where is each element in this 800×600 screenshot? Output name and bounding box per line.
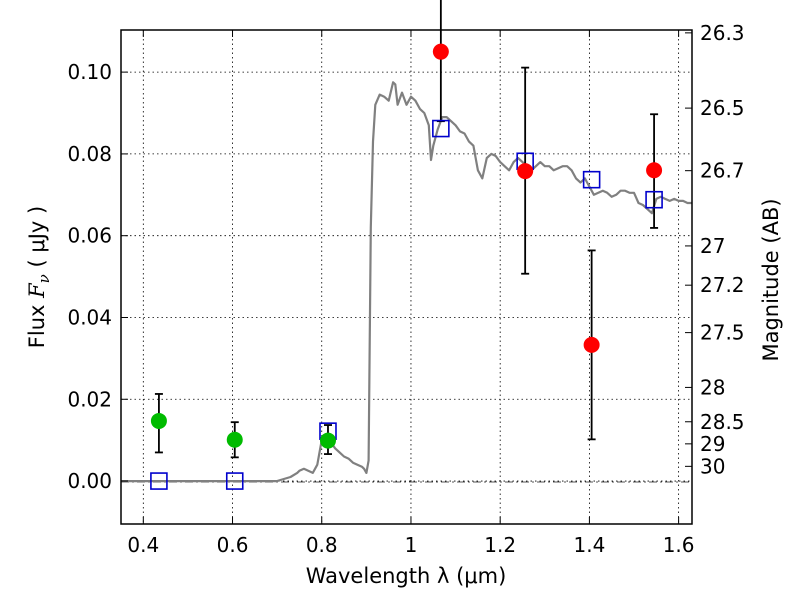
y2-tick-label: 29: [700, 432, 725, 456]
y-tick-label: 0.04: [67, 305, 112, 329]
y-tick-label: 0.08: [67, 142, 112, 166]
model-photometry-square: [225, 472, 244, 490]
y-tick-label: 0.06: [67, 224, 112, 248]
spectrum-line: [121, 81, 692, 483]
axis-ticks: 0.4 0.6 0.8 1 1.2 1.4 1.6 0.00 0.02 0.04 0.06 0.08 0…: [67, 21, 744, 557]
y-axis-label-unit: ( μJy ): [25, 206, 49, 274]
model-photometry-layer: [150, 119, 663, 490]
y2-tick-label: 30: [700, 454, 725, 478]
errorbar-layer: [154, 0, 659, 459]
y2-tick-label: 26.5: [700, 96, 745, 120]
y-tick-label: 0.00: [67, 469, 112, 493]
observed-point: [432, 43, 449, 60]
x-tick-label: 1: [405, 533, 418, 557]
y2-tick-label: 28.5: [700, 410, 745, 434]
observed-point: [150, 412, 167, 429]
y-tick-label: 0.02: [67, 387, 112, 411]
x-tick-label: 1.4: [573, 533, 605, 557]
observed-points-layer: [150, 43, 663, 449]
model-photometry-square: [432, 119, 450, 138]
y-axis-label-subscript: ν: [35, 274, 53, 283]
x-tick-label: 0.6: [217, 533, 249, 557]
model-photometry-square: [645, 190, 663, 209]
observed-point: [319, 432, 336, 449]
spectrum-layer: [121, 81, 692, 483]
x-axis-label: Wavelength λ (μm): [306, 564, 507, 588]
observed-point: [583, 336, 600, 353]
model-photometry-square: [582, 170, 601, 189]
observed-point: [646, 162, 663, 179]
y2-tick-label: 27.5: [700, 321, 745, 345]
x-tick-label: 1.6: [663, 533, 695, 557]
y2-tick-label: 26.7: [700, 159, 745, 183]
y2-axis-label: Magnitude (AB): [759, 198, 783, 361]
x-tick-label: 0.4: [127, 533, 159, 557]
y2-tick-label: 28: [700, 375, 725, 399]
y-axis-label-symbol: F: [25, 282, 49, 299]
y2-tick-label: 26.3: [700, 21, 745, 45]
model-photometry-square: [150, 472, 168, 490]
x-tick-label: 1.2: [484, 533, 516, 557]
y-axis-label: Flux Fν ( μJy ): [25, 206, 53, 348]
x-tick-label: 0.8: [306, 533, 338, 557]
y2-tick-label: 27.2: [700, 273, 745, 297]
y2-tick-label: 27: [700, 234, 725, 258]
y-axis-label-prefix: Flux: [25, 298, 49, 348]
y-tick-label: 0.10: [67, 60, 112, 84]
plot-frame: [120, 29, 693, 525]
observed-point: [517, 163, 534, 180]
observed-point: [226, 431, 243, 448]
